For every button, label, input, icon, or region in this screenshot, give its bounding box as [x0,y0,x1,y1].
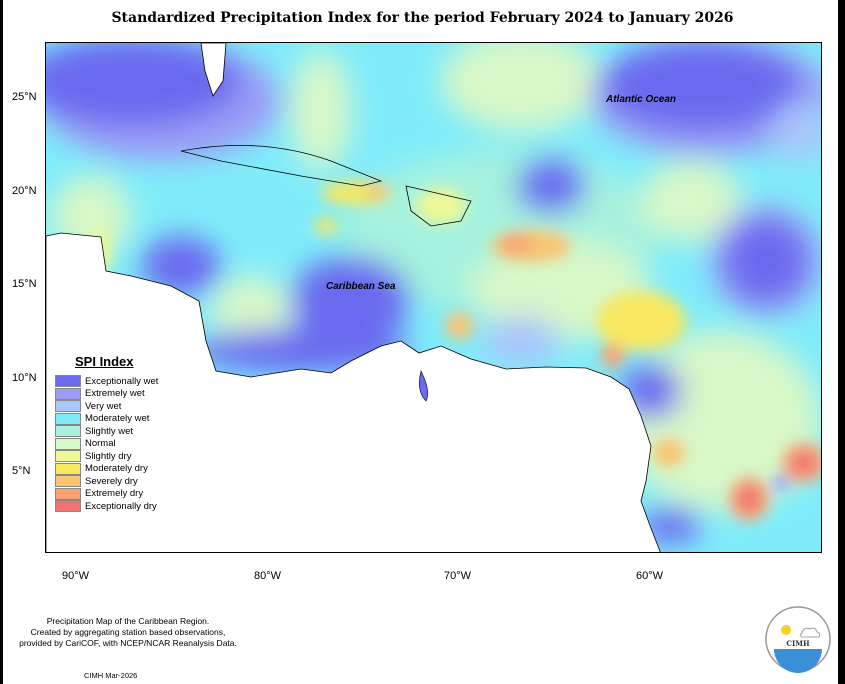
lon-tick: 70°W [444,570,472,582]
atlantic-ocean-label: Atlantic Ocean [606,94,677,105]
legend-item: Extremely wet [55,387,158,401]
lat-tick: 25°N [12,91,37,103]
legend-label: Normal [85,438,116,450]
legend-item: Normal [55,437,158,451]
legend-item: Severely dry [55,475,158,488]
legend-label: Extremely dry [85,488,144,500]
lat-tick: 10°N [12,372,37,384]
legend-swatch [55,450,81,463]
lon-tick: 80°W [254,570,282,582]
legend-swatch [55,387,81,400]
legend-label: Severely dry [85,475,138,487]
legend-swatch [55,462,81,475]
credits-line: Created by aggregating station based obs… [30,627,226,637]
caribbean-sea-label: Caribbean Sea [326,281,396,292]
legend-swatch [55,412,81,425]
spi-legend: SPI Index Exceptionally wet Extremely wet… [55,354,158,513]
legend-item: Moderately dry [55,462,158,476]
credits-line: Precipitation Map of the Caribbean Regio… [46,616,210,626]
right-border [838,0,845,684]
legend-swatch [55,400,81,413]
lat-tick: 15°N [12,278,37,290]
legend-item: Exceptionally wet [55,375,158,388]
credits: Precipitation Map of the Caribbean Regio… [8,616,248,649]
left-border [0,0,3,684]
legend-item: Slightly wet [55,425,158,438]
legend-title: SPI Index [75,354,134,369]
legend-label: Slightly dry [85,450,132,462]
map-title: Standardized Precipitation Index for the… [111,10,734,26]
legend-label: Extremely wet [85,388,145,400]
legend-label: Moderately wet [85,413,150,425]
lat-tick: 20°N [12,185,37,197]
legend-label: Slightly wet [85,425,134,437]
legend-item: Moderately wet [55,412,158,426]
legend-item: Extremely dry [55,487,158,501]
lon-tick: 60°W [636,570,664,582]
legend-label: Exceptionally dry [85,500,157,512]
legend-swatch [55,500,81,513]
legend-label: Exceptionally wet [85,375,159,387]
legend-swatch [55,437,81,450]
logo-text: CIMH [786,639,810,648]
legend-swatch [55,375,81,388]
credit-stamp: CIMH Mar-2026 [84,671,138,680]
lon-tick: 90°W [62,570,90,582]
legend-label: Very wet [85,400,122,412]
lat-tick: 5°N [12,465,31,477]
legend-item: Slightly dry [55,450,158,463]
spi-field [46,43,821,552]
legend-item: Very wet [55,400,158,413]
legend-swatch [55,487,81,500]
cimh-logo: CIMH [765,606,831,673]
legend-swatch [55,425,81,438]
legend-item: Exceptionally dry [55,500,158,513]
legend-swatch [55,475,81,488]
legend-label: Moderately dry [85,463,148,475]
credits-line: provided by CariCOF, with NCEP/NCAR Rean… [19,638,237,648]
spi-map [45,42,822,553]
